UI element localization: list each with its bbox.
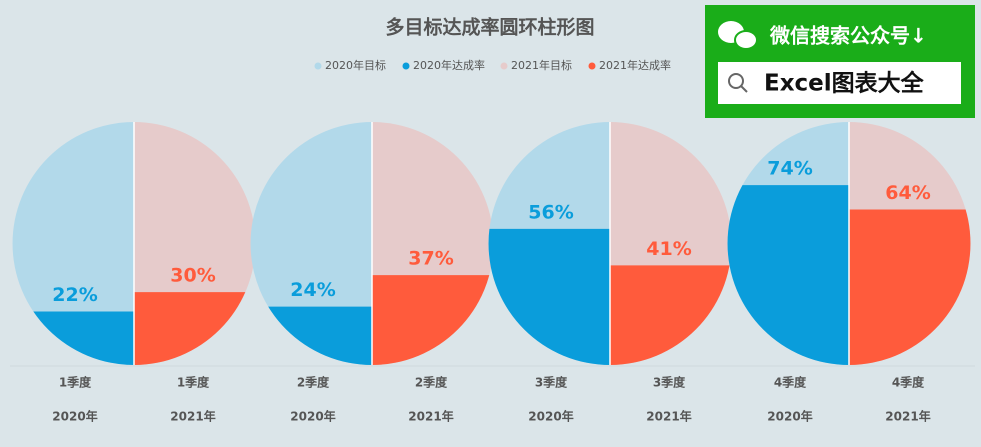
- achieved-half: [488, 228, 610, 365]
- value-label: 22%: [52, 284, 97, 306]
- search-icon: [740, 85, 748, 93]
- x-tick-label: 4季度: [892, 375, 925, 390]
- x-tick-label: 4季度: [774, 375, 807, 390]
- value-label: 41%: [646, 238, 691, 260]
- search-icon: [728, 73, 744, 89]
- x-group-label: 2021年: [170, 409, 215, 424]
- legend-marker: [314, 62, 322, 70]
- target-half: [12, 122, 134, 365]
- achieved-half: [610, 265, 730, 365]
- achieved-half: [33, 311, 134, 365]
- x-group-label: 2021年: [646, 409, 691, 424]
- x-group-label: 2020年: [290, 409, 335, 424]
- x-group-label: 2021年: [408, 409, 453, 424]
- achieved-half: [849, 209, 971, 365]
- x-tick-label: 3季度: [535, 375, 568, 390]
- x-tick-label: 3季度: [653, 375, 686, 390]
- legend-marker: [500, 62, 508, 70]
- watermark: 微信搜索公众号↓ Excel图表大全: [705, 5, 975, 118]
- value-label: 56%: [528, 201, 573, 223]
- value-label: 74%: [767, 158, 812, 180]
- watermark-line2: Excel图表大全: [764, 70, 925, 97]
- legend-label: 2020年达成率: [413, 58, 485, 72]
- achieved-half: [268, 306, 372, 365]
- value-label: 24%: [290, 279, 335, 301]
- target-half: [250, 122, 372, 365]
- value-label: 64%: [885, 182, 930, 204]
- x-group-label: 2020年: [528, 409, 573, 424]
- x-tick-label: 2季度: [415, 375, 448, 390]
- x-group-label: 2020年: [52, 409, 97, 424]
- legend-marker: [402, 62, 410, 70]
- x-tick-label: 1季度: [59, 375, 92, 390]
- legend-label: 2021年达成率: [599, 58, 671, 72]
- watermark-line1: 微信搜索公众号↓: [769, 24, 927, 48]
- x-tick-label: 2季度: [297, 375, 330, 390]
- achieved-half: [134, 292, 246, 365]
- x-group-label: 2020年: [767, 409, 812, 424]
- achieved-half: [727, 185, 849, 365]
- value-label: 37%: [408, 248, 453, 270]
- wechat-icon: [734, 30, 758, 50]
- legend-marker: [588, 62, 596, 70]
- legend-label: 2020年目标: [325, 58, 386, 72]
- achieved-half: [372, 275, 490, 365]
- search-box: [718, 62, 961, 104]
- x-tick-label: 1季度: [177, 375, 210, 390]
- value-label: 30%: [170, 265, 215, 287]
- x-group-label: 2021年: [885, 409, 930, 424]
- chart-title: 多目标达成率圆环柱形图: [385, 16, 594, 39]
- legend-label: 2021年目标: [511, 58, 572, 72]
